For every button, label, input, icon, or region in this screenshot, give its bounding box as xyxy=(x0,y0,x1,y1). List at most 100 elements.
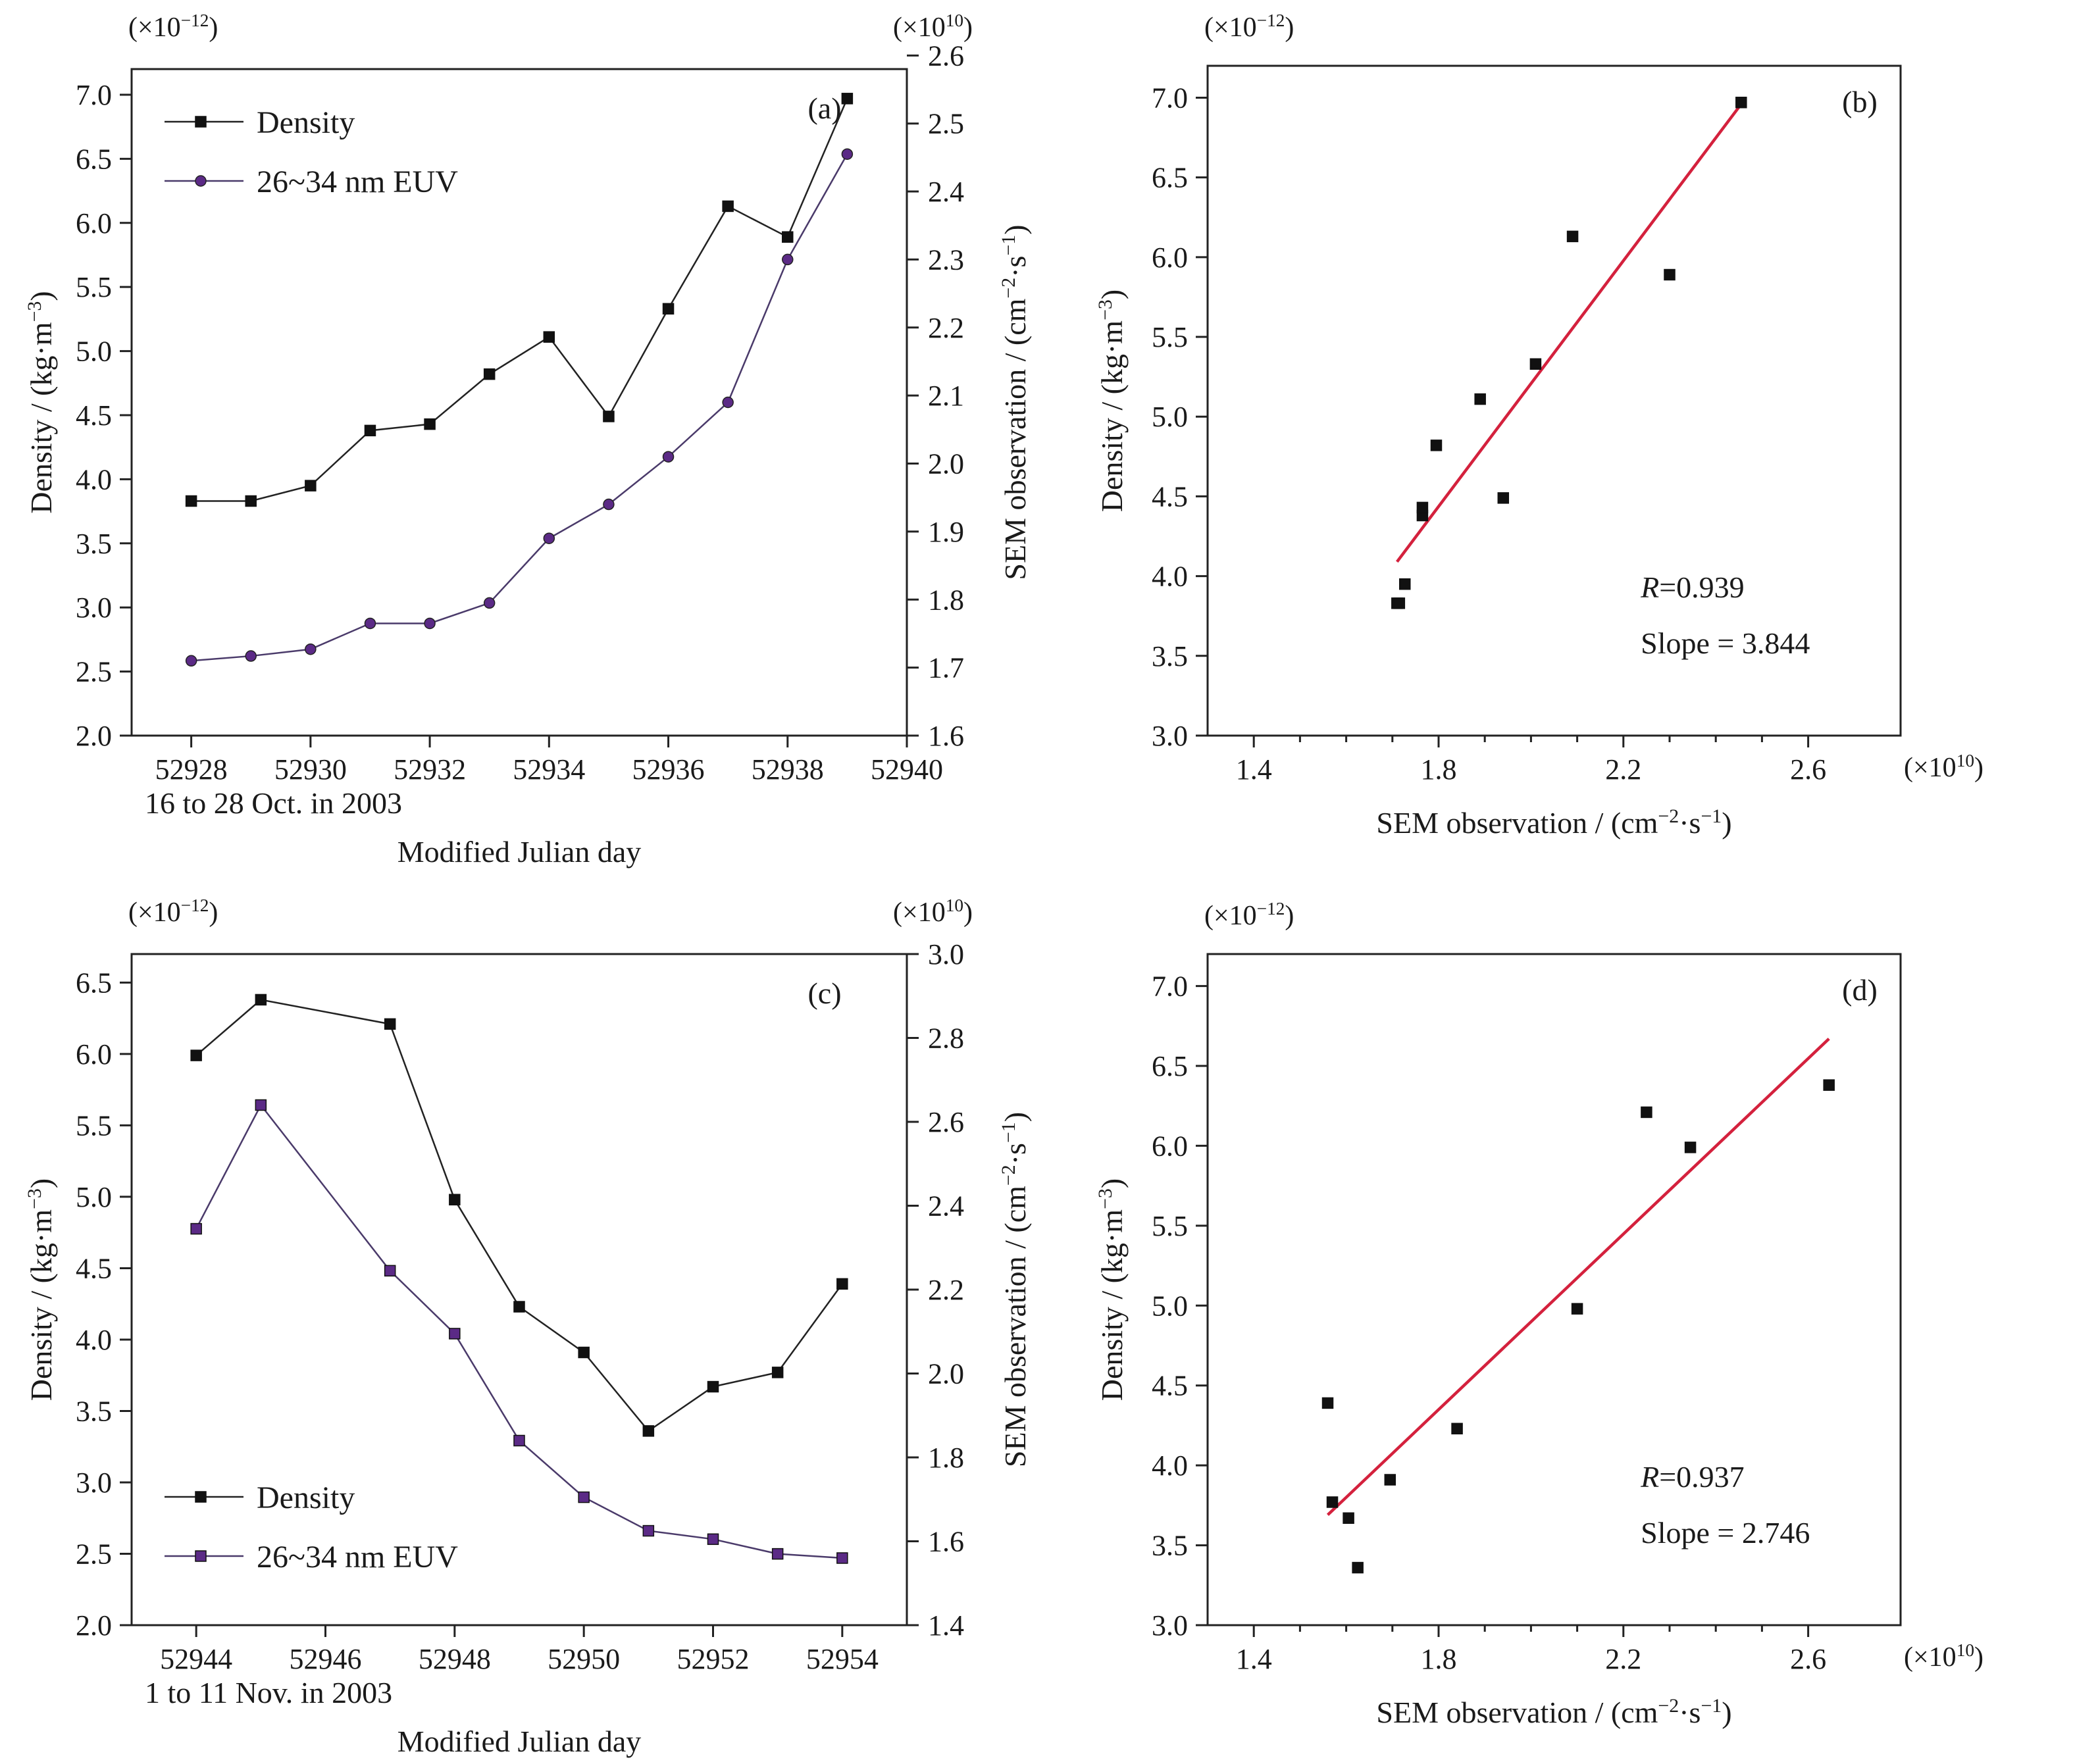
scatter-point xyxy=(1451,1423,1463,1435)
x-axis-title: SEM observation / (cm−2·s−1) xyxy=(1376,1695,1731,1730)
label-part: (×10 xyxy=(893,13,946,43)
label-part: ) xyxy=(998,224,1032,234)
panel-d: 1.4 1.8 2.2 2.6 3.0 3.5 4.0 4.5 5.0 5.5 6.0 6.5 7.0 (… xyxy=(1094,899,1983,1729)
superscript: −12 xyxy=(1257,899,1285,919)
label-part: ) xyxy=(963,13,973,43)
y2-multiplier: (×1010) xyxy=(893,11,973,43)
y-tick-label: 4.5 xyxy=(76,1252,112,1284)
y2-tick-label: 1.8 xyxy=(928,584,964,616)
label-part: (×10 xyxy=(128,13,181,43)
y-multiplier: (×10−12) xyxy=(128,895,218,928)
legend-marker-1 xyxy=(195,1550,207,1562)
scatter-point xyxy=(1430,440,1443,451)
y-tick-label: 3.5 xyxy=(76,528,112,560)
data-point-1 xyxy=(190,1222,202,1235)
data-point-1 xyxy=(722,396,734,409)
superscript: 10 xyxy=(1957,751,1974,770)
scatter-point xyxy=(1571,1303,1583,1315)
superscript: −1 xyxy=(998,1122,1019,1143)
y2-tick-label: 2.4 xyxy=(928,1190,964,1222)
x-tick-label: 52938 xyxy=(752,753,824,786)
y2-tick-label: 1.6 xyxy=(928,1526,964,1558)
x-multiplier: (×1010) xyxy=(1904,751,1983,783)
y2-tick-label: 2.2 xyxy=(928,1274,964,1306)
y2-tick-label: 2.6 xyxy=(928,39,964,72)
superscript: −2 xyxy=(998,278,1019,299)
y-multiplier: (×10−12) xyxy=(1204,899,1294,931)
label-part: ) xyxy=(1722,1696,1731,1729)
data-point-1 xyxy=(513,1434,525,1447)
x-tick-label: 52948 xyxy=(419,1643,491,1675)
scatter-point xyxy=(1399,578,1411,590)
superscript: −2 xyxy=(998,1165,1019,1186)
data-point-0 xyxy=(449,1194,461,1206)
y2-tick-label: 2.4 xyxy=(928,176,964,208)
label-part: SEM observation / (cm xyxy=(1376,806,1658,840)
scatter-point xyxy=(1393,597,1406,609)
y-tick-label: 2.5 xyxy=(76,1538,112,1570)
x-tick-label: 52946 xyxy=(290,1643,362,1675)
data-point-0 xyxy=(603,411,615,422)
scatter-point xyxy=(1641,1106,1652,1119)
superscript: 10 xyxy=(946,11,963,30)
x-tick-label: 52952 xyxy=(677,1643,750,1675)
scatter-point xyxy=(1321,1397,1334,1409)
y-tick-label: 5.5 xyxy=(1152,321,1188,353)
label-part: ·s xyxy=(1679,1696,1701,1729)
y-tick-label: 6.0 xyxy=(76,1038,112,1071)
superscript: −3 xyxy=(24,1188,45,1209)
label-part: ·s xyxy=(1679,806,1701,840)
y-tick-label: 3.0 xyxy=(76,592,112,624)
data-point-0 xyxy=(305,480,317,491)
superscript: −12 xyxy=(181,11,209,30)
y-tick-label: 6.0 xyxy=(76,207,112,239)
y-tick-label: 5.0 xyxy=(76,1181,112,1213)
superscript: −12 xyxy=(181,895,209,915)
data-point-0 xyxy=(384,1018,396,1030)
y2-tick-label: 1.8 xyxy=(928,1442,964,1474)
scatter-point xyxy=(1474,393,1486,405)
y-tick-label: 3.5 xyxy=(76,1395,112,1427)
y2-tick-label: 1.6 xyxy=(928,720,964,752)
y2-axis-title: SEM observation / (cm−2·s−1) xyxy=(998,1112,1033,1467)
y-multiplier: (×10−12) xyxy=(128,11,218,43)
series-line-1 xyxy=(191,153,848,662)
label-part: (×10 xyxy=(1904,753,1957,783)
date-range-note: 16 to 28 Oct. in 2003 xyxy=(145,786,402,820)
y2-axis-title: SEM observation / (cm−2·s−1) xyxy=(998,224,1033,580)
r-value: R=0.937 xyxy=(1640,1460,1745,1494)
y2-tick-label: 1.7 xyxy=(928,652,964,684)
series-line-0 xyxy=(191,98,848,502)
panel-label: (a) xyxy=(807,91,841,125)
data-point-0 xyxy=(513,1301,525,1313)
slope-value: Slope = 3.844 xyxy=(1641,626,1810,660)
x-tick-label: 2.2 xyxy=(1605,1643,1641,1675)
superscript: −1 xyxy=(998,235,1019,256)
x-tick-label: 1.8 xyxy=(1421,753,1457,786)
y-tick-label: 2.0 xyxy=(76,720,112,752)
label-part: ·s xyxy=(998,1143,1032,1165)
data-point-1 xyxy=(771,1548,784,1560)
data-point-1 xyxy=(424,617,436,630)
y2-tick-label: 2.0 xyxy=(928,448,964,480)
data-point-1 xyxy=(245,650,257,662)
superscript: −2 xyxy=(1658,805,1679,827)
y-tick-label: 3.5 xyxy=(1152,640,1188,672)
label-part: (×10 xyxy=(893,897,946,928)
legend-label-1: 26~34 nm EUV xyxy=(257,1540,458,1575)
panel-a: 52928 52930 52932 52934 52936 52938 52940 2.0 2.… xyxy=(24,11,1033,869)
superscript: 10 xyxy=(946,895,963,915)
label-part: ) xyxy=(209,13,218,43)
data-point-0 xyxy=(255,994,267,1006)
data-point-1 xyxy=(841,148,854,160)
y2-tick-label: 2.5 xyxy=(928,108,964,140)
data-point-0 xyxy=(424,418,436,430)
date-range-note: 1 to 11 Nov. in 2003 xyxy=(145,1676,392,1709)
label-part: Density / (kg·m xyxy=(1095,1209,1129,1401)
y-tick-label: 3.0 xyxy=(1152,720,1188,752)
x-tick-label: 1.8 xyxy=(1421,1643,1457,1675)
x-tick-label: 52944 xyxy=(160,1643,232,1675)
scatter-point xyxy=(1823,1079,1835,1091)
y-tick-label: 6.5 xyxy=(1152,1050,1188,1082)
fit-line xyxy=(1396,103,1743,563)
